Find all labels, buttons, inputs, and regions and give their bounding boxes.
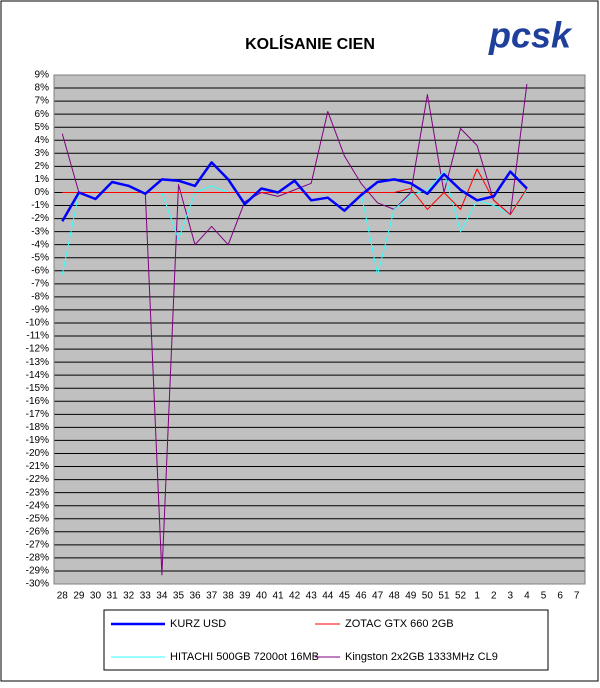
y-tick-label: -28% (26, 553, 49, 564)
x-tick-label: 47 (372, 591, 384, 602)
x-tick-label: 38 (223, 591, 235, 602)
y-tick-label: -6% (31, 265, 49, 276)
x-tick-label: 1 (474, 591, 480, 602)
y-tick-label: -18% (26, 422, 49, 433)
plot-border (53, 74, 586, 585)
legend-label: ZOTAC GTX 660 2GB (345, 618, 454, 630)
x-tick-label: 41 (272, 591, 284, 602)
x-tick-label: 2 (491, 591, 497, 602)
y-tick-label: -23% (26, 487, 49, 498)
y-tick-label: -14% (26, 370, 49, 381)
y-tick-label: -25% (26, 513, 49, 524)
x-tick-label: 43 (306, 591, 318, 602)
legend-label: Kingston 2x2GB 1333MHz CL9 (345, 651, 498, 663)
x-tick-label: 44 (322, 591, 334, 602)
y-tick-label: 6% (35, 109, 50, 120)
y-tick-label: -22% (26, 474, 49, 485)
y-tick-label: -12% (26, 344, 49, 355)
legend-label: KURZ USD (170, 618, 226, 630)
y-tick-label: -3% (31, 226, 49, 237)
y-tick-label: 0% (35, 187, 50, 198)
y-tick-label: -17% (26, 409, 49, 420)
y-tick-label: -16% (26, 396, 49, 407)
y-tick-label: -10% (26, 318, 49, 329)
x-tick-label: 42 (289, 591, 301, 602)
logo: pcsk (488, 15, 573, 56)
y-tick-label: -19% (26, 435, 49, 446)
x-tick-label: 32 (123, 591, 135, 602)
x-tick-label: 37 (206, 591, 218, 602)
x-tick-label: 5 (541, 591, 547, 602)
x-tick-label: 6 (557, 591, 563, 602)
y-tick-label: -7% (31, 278, 49, 289)
y-tick-label: 4% (35, 135, 50, 146)
x-tick-label: 52 (455, 591, 467, 602)
x-tick-label: 39 (239, 591, 251, 602)
x-tick-label: 35 (173, 591, 185, 602)
y-tick-label: -5% (31, 252, 49, 263)
x-tick-label: 29 (73, 591, 85, 602)
y-tick-label: -29% (26, 566, 49, 577)
y-tick-label: 2% (35, 161, 50, 172)
x-tick-label: 34 (156, 591, 168, 602)
x-tick-label: 7 (574, 591, 580, 602)
y-tick-label: -30% (26, 579, 49, 590)
x-tick-label: 50 (422, 591, 434, 602)
x-tick-label: 4 (524, 591, 530, 602)
y-tick-label: -24% (26, 500, 49, 511)
y-tick-label: -27% (26, 539, 49, 550)
y-tick-label: -13% (26, 357, 49, 368)
x-tick-label: 31 (107, 591, 119, 602)
y-tick-label: -1% (31, 200, 49, 211)
y-tick-label: 7% (35, 96, 50, 107)
series-line (61, 161, 528, 222)
y-tick-label: -26% (26, 526, 49, 537)
y-tick-label: -4% (31, 239, 49, 250)
y-tick-label: -11% (26, 331, 49, 342)
x-tick-label: 36 (189, 591, 201, 602)
x-tick-label: 33 (140, 591, 152, 602)
y-tick-label: 9% (35, 70, 50, 81)
y-tick-label: -2% (31, 213, 49, 224)
x-tick-label: 49 (405, 591, 417, 602)
x-tick-label: 45 (339, 591, 351, 602)
y-tick-label: 3% (35, 148, 50, 159)
legend (103, 609, 549, 671)
x-tick-label: 30 (90, 591, 102, 602)
y-tick-label: -20% (26, 448, 49, 459)
legend-label: HITACHI 500GB 7200ot 16MB (170, 651, 319, 663)
y-tick-label: 5% (35, 122, 50, 133)
y-tick-label: 8% (35, 83, 50, 94)
y-tick-label: -15% (26, 383, 49, 394)
x-tick-label: 48 (389, 591, 401, 602)
x-tick-label: 40 (256, 591, 268, 602)
x-tick-label: 3 (508, 591, 514, 602)
y-tick-label: 1% (35, 174, 50, 185)
chart-title: KOLÍSANIE CIEN (245, 34, 375, 53)
y-tick-label: -8% (31, 292, 49, 303)
x-tick-label: 46 (355, 591, 367, 602)
plot-area (54, 75, 585, 584)
y-tick-label: -9% (31, 305, 49, 316)
y-tick-label: -21% (26, 461, 49, 472)
x-tick-label: 28 (57, 591, 69, 602)
x-tick-label: 51 (438, 591, 450, 602)
